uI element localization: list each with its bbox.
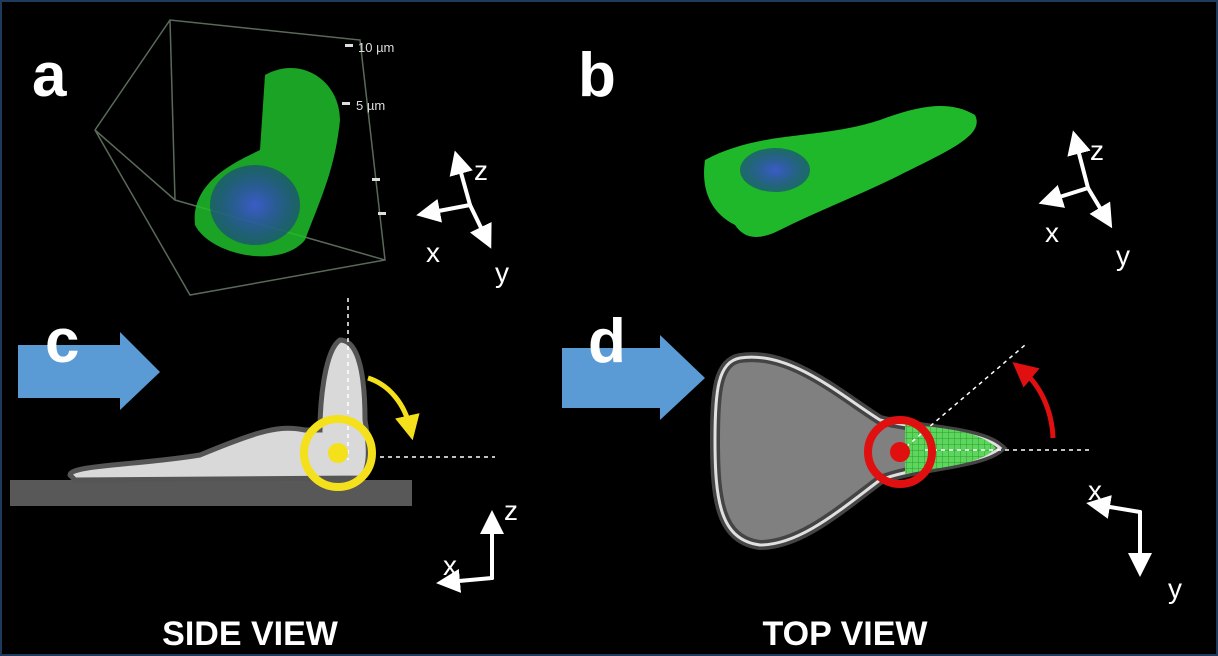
scale-label: 5 µm — [356, 98, 385, 113]
panel-label: d — [588, 307, 626, 376]
panel-label: c — [45, 307, 79, 376]
flow-arrow — [562, 335, 705, 420]
scale-label: 10 µm — [358, 40, 394, 55]
axis-label: x — [426, 237, 440, 268]
adhesion-point — [890, 442, 910, 462]
axes-c — [436, 510, 504, 593]
axis-label: x — [443, 550, 457, 581]
adhesion-ring — [300, 415, 376, 491]
rotation-arrow — [367, 375, 420, 441]
cell-green — [704, 105, 977, 237]
axis-label: x — [1045, 217, 1059, 248]
flow-arrow — [18, 332, 160, 410]
rotation-arrow — [1012, 361, 1056, 439]
caption: SIDE VIEW — [162, 615, 339, 653]
axes-b — [1038, 130, 1113, 229]
cell-side — [67, 337, 371, 483]
scale-ticks — [342, 44, 386, 215]
axes-a — [416, 150, 492, 249]
axis-label: z — [474, 155, 488, 186]
adhesion-ring — [864, 416, 936, 488]
axis-label: z — [504, 495, 518, 526]
nucleus — [210, 165, 300, 245]
axis-label: x — [1088, 475, 1102, 506]
caption: TOP VIEW — [762, 615, 928, 653]
panel-label: b — [578, 41, 616, 110]
axis-label: y — [495, 257, 509, 288]
reference-line — [899, 344, 1090, 453]
panel-label: a — [32, 41, 67, 110]
nucleus — [740, 148, 810, 192]
adhesion-point — [328, 443, 348, 463]
axis-label: y — [1116, 240, 1130, 271]
reference-line — [347, 298, 495, 460]
axes-d — [1086, 495, 1152, 577]
panel-a-image — [94, 19, 386, 296]
axis-label: z — [1090, 135, 1104, 166]
axis-label: y — [1168, 573, 1182, 604]
